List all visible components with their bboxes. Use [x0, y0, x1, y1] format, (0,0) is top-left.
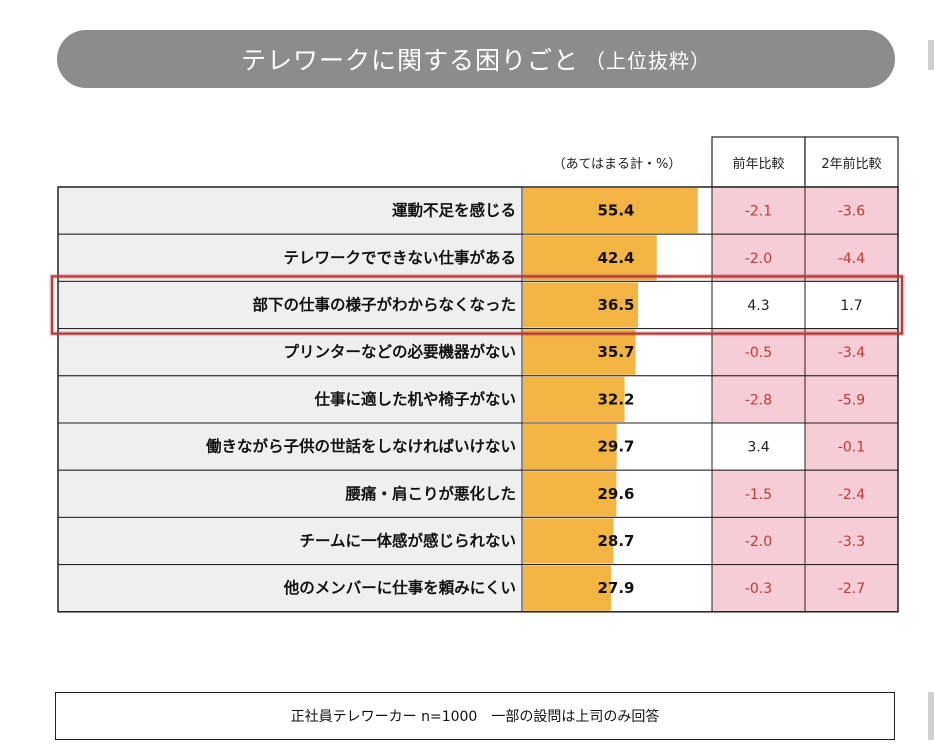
category-label-cell	[57, 375, 523, 424]
adjacent-slide-edge-bottom	[928, 692, 934, 740]
prev-year-value: 3.4	[747, 440, 769, 456]
highlight-frame	[50, 275, 904, 335]
two-years-value: -2.4	[838, 487, 865, 503]
two-years-header-cell	[804, 136, 899, 188]
bar	[523, 282, 639, 328]
prev-year-cell	[711, 564, 806, 613]
category-label: チームに一体感が感じられない	[299, 531, 516, 550]
prev-year-cell	[711, 516, 806, 566]
chart-title: テレワークに関する困りごと	[240, 46, 579, 75]
prev-year-value: -0.5	[745, 345, 772, 361]
two-years-cell	[804, 280, 899, 330]
prev-year-cell	[711, 280, 806, 330]
prev-year-cell	[711, 233, 806, 282]
bar-value-label: 29.7	[597, 438, 634, 456]
category-label: 運動不足を感じる	[392, 201, 516, 220]
footnote: 正社員テレワーカー n=1000 一部の設問は上司のみ回答	[55, 692, 895, 740]
bar-value-label: 32.2	[597, 390, 634, 408]
two-years-cell	[804, 422, 899, 471]
category-label: 他のメンバーに仕事を頼みにくい	[283, 578, 516, 597]
two-years-cell	[804, 375, 899, 424]
bar-value-label: 55.4	[597, 202, 634, 220]
bar	[523, 376, 625, 422]
two-years-header: 2年前比較	[821, 156, 881, 172]
two-years-cell	[804, 328, 899, 377]
bar	[523, 565, 611, 611]
category-label: 部下の仕事の様子がわからなくなった	[252, 295, 516, 314]
two-years-value: -3.3	[838, 534, 865, 550]
two-years-value: -3.4	[838, 345, 865, 361]
prev-year-value: -2.8	[745, 392, 772, 408]
prev-year-cell	[711, 328, 806, 377]
prev-year-value: -0.3	[745, 581, 772, 597]
bar	[523, 518, 614, 564]
category-label: テレワークでできない仕事がある	[283, 248, 516, 267]
category-label-cell	[57, 328, 523, 377]
two-years-cell	[804, 233, 899, 282]
prev-year-value: -2.1	[745, 204, 772, 220]
footnote-text: 正社員テレワーカー n=1000 一部の設問は上司のみ回答	[290, 709, 660, 725]
bar-value-label: 29.6	[597, 485, 634, 503]
prev-year-cell	[711, 422, 806, 471]
bar-value-label: 27.9	[597, 579, 634, 597]
prev-year-value: -1.5	[745, 487, 772, 503]
adjacent-slide-edge	[928, 40, 934, 70]
bar	[523, 424, 617, 470]
two-years-value: -4.4	[838, 251, 865, 267]
bar	[523, 329, 636, 375]
two-years-cell	[804, 469, 899, 518]
two-years-value: -2.7	[838, 581, 865, 597]
bar	[523, 188, 698, 234]
category-label: 仕事に適した机や椅子がない	[313, 389, 516, 408]
category-label-cell	[57, 233, 523, 282]
two-years-value: -5.9	[838, 392, 865, 408]
chart-title-banner: テレワークに関する困りごと （上位抜粋）	[57, 30, 895, 88]
bar-value-label: 28.7	[597, 532, 634, 550]
bar-value-label: 36.5	[597, 296, 634, 314]
category-label-cell	[57, 422, 523, 471]
chart-subtitle: （上位抜粋）	[585, 48, 711, 73]
prev-year-value: 4.3	[747, 298, 769, 314]
two-years-value: -0.1	[838, 440, 865, 456]
category-label: 腰痛・肩こりが悪化した	[344, 484, 516, 503]
prev-year-header: 前年比較	[732, 156, 784, 172]
category-label: 働きながら子供の世話をしなければいけない	[205, 437, 516, 456]
bar-value-label: 42.4	[597, 249, 634, 267]
prev-year-value: -2.0	[745, 251, 772, 267]
prev-year-value: -2.0	[745, 534, 772, 550]
category-label-cell	[57, 516, 523, 566]
value-column-header: （あてはまる計・%）	[553, 156, 682, 172]
bar	[523, 235, 657, 281]
table-border	[57, 186, 899, 613]
two-years-value: 1.7	[840, 298, 862, 314]
category-label: プリンターなどの必要機器がない	[283, 342, 516, 361]
two-years-value: -3.6	[838, 204, 865, 220]
bar	[523, 471, 617, 517]
bar-value-label: 35.7	[597, 343, 634, 361]
